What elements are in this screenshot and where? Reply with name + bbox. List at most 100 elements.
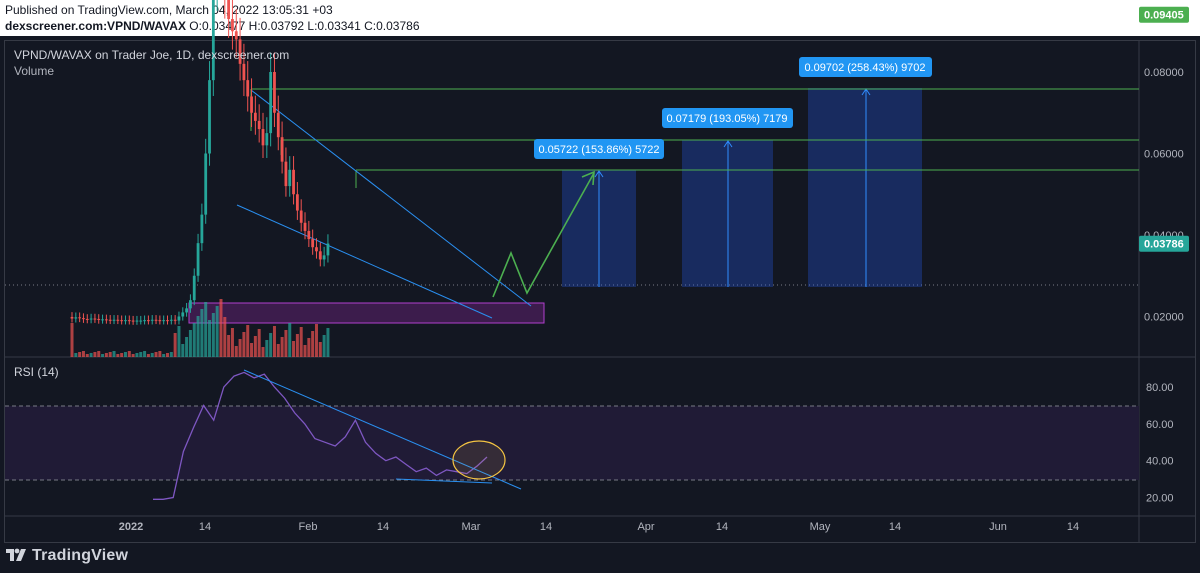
candle-body — [238, 39, 242, 64]
target-arrowhead-1 — [594, 170, 604, 178]
volume-bar — [242, 332, 246, 357]
volume-bar — [74, 353, 78, 357]
candle-body — [315, 247, 318, 252]
candle-body — [311, 239, 315, 248]
volume-bar — [234, 346, 238, 357]
target-label-1-box — [534, 139, 664, 159]
volume-bar — [185, 337, 189, 357]
candle-body — [177, 316, 181, 321]
candle-body — [154, 319, 158, 321]
volume-bar — [146, 354, 150, 357]
volume-bar — [116, 354, 120, 357]
volume-bar — [314, 324, 318, 357]
volume-bar — [181, 344, 185, 357]
volume-bar — [261, 347, 265, 357]
candle-body — [112, 319, 116, 321]
volume-bar — [166, 353, 169, 357]
volume-bar — [257, 329, 261, 357]
volume-label: Volume — [14, 64, 55, 78]
candle-body — [192, 275, 196, 301]
rsi-axis[interactable]: 80.00 60.00 40.00 20.00 — [1146, 382, 1174, 504]
volume-bar — [311, 331, 315, 357]
time-tick-label: Apr — [637, 521, 654, 533]
volume-bar — [123, 352, 127, 357]
rsi-tick-label: 80.00 — [1146, 382, 1174, 394]
volume-bar — [196, 316, 200, 357]
volume-bar — [154, 352, 158, 357]
time-axis[interactable]: 2022 14 Feb 14 Mar 14 Apr 14 May 14 Jun 14 — [119, 521, 1079, 533]
rsi-trendline — [243, 369, 522, 490]
candle-body — [208, 80, 211, 154]
tradingview-logo: TradingView — [6, 547, 128, 565]
volume-bar — [97, 351, 101, 357]
candle-body — [101, 319, 104, 321]
volume-bar — [127, 351, 131, 357]
brand-name: TradingView — [32, 547, 129, 564]
price-axis[interactable]: 0.140000.120000.100000.080000.060000.040… — [1139, 0, 1189, 324]
candle-body — [139, 320, 143, 322]
volume-bar — [307, 338, 311, 357]
volume-bar — [158, 351, 162, 357]
time-tick-label: 2022 — [119, 521, 143, 533]
footer — [0, 543, 1200, 573]
candle-body — [97, 318, 101, 320]
volume-bar — [230, 328, 234, 357]
candle-body — [116, 319, 120, 321]
candle-body — [70, 316, 74, 319]
volume-bar — [227, 335, 231, 357]
volume-bar — [85, 354, 89, 357]
candle-body — [250, 96, 253, 113]
candle-body — [82, 318, 85, 320]
time-tick-label: May — [810, 521, 831, 533]
candle-body — [284, 161, 288, 187]
candle-body — [231, 19, 234, 32]
candle-body — [143, 320, 146, 322]
candles — [70, 0, 330, 325]
wedge-upper-line — [250, 89, 532, 307]
target-label-3: 0.09702 (258.43%) 9702 — [804, 62, 925, 74]
volume-bar — [246, 325, 250, 357]
candle-body — [162, 320, 166, 322]
candle-body — [120, 320, 124, 322]
candle-body — [261, 129, 265, 146]
candle-body — [166, 320, 169, 322]
rsi-tick-label: 20.00 — [1146, 493, 1174, 505]
volume-bar — [177, 326, 181, 357]
price-tick-label: 0.06000 — [1144, 149, 1184, 161]
volume-bar — [292, 341, 296, 357]
candle-body — [295, 194, 299, 211]
volume-bar — [219, 299, 223, 357]
volume-bar — [135, 353, 139, 357]
rsi-line — [153, 371, 488, 500]
volume-bar — [223, 317, 227, 357]
candle-body — [322, 255, 326, 260]
candle-body — [189, 300, 192, 309]
volume-bar — [272, 326, 276, 357]
candle-body — [288, 169, 292, 187]
volume-bar — [70, 323, 74, 357]
candle-body — [173, 319, 177, 321]
volume-bar — [295, 334, 299, 357]
volume-bar — [131, 354, 135, 357]
price-tick-label: 0.02000 — [1144, 312, 1184, 324]
ohlc-values: O:0.03477 H:0.03792 L:0.03341 C:0.03786 — [185, 19, 420, 33]
target-label-2-box — [662, 108, 793, 128]
candle-body — [265, 133, 269, 146]
target-label-1: 0.05722 (153.86%) 5722 — [538, 144, 659, 156]
volume-bar — [173, 333, 177, 357]
volume-bar — [215, 306, 219, 357]
candle-body — [273, 72, 276, 113]
time-tick-label: 14 — [889, 521, 901, 533]
chart-title: VPND/WAVAX on Trader Joe, 1D, dexscreene… — [14, 48, 290, 62]
candle-body — [135, 320, 139, 322]
volume-bar — [169, 352, 173, 357]
candle-body — [204, 153, 208, 215]
target-label-2: 0.07179 (193.05%) 7179 — [666, 113, 787, 125]
time-tick-label: 14 — [199, 521, 211, 533]
candle-body — [93, 318, 97, 320]
candle-body — [211, 0, 215, 81]
volume-bar — [211, 313, 215, 357]
volume-bar — [89, 353, 93, 357]
candle-body — [253, 112, 257, 121]
